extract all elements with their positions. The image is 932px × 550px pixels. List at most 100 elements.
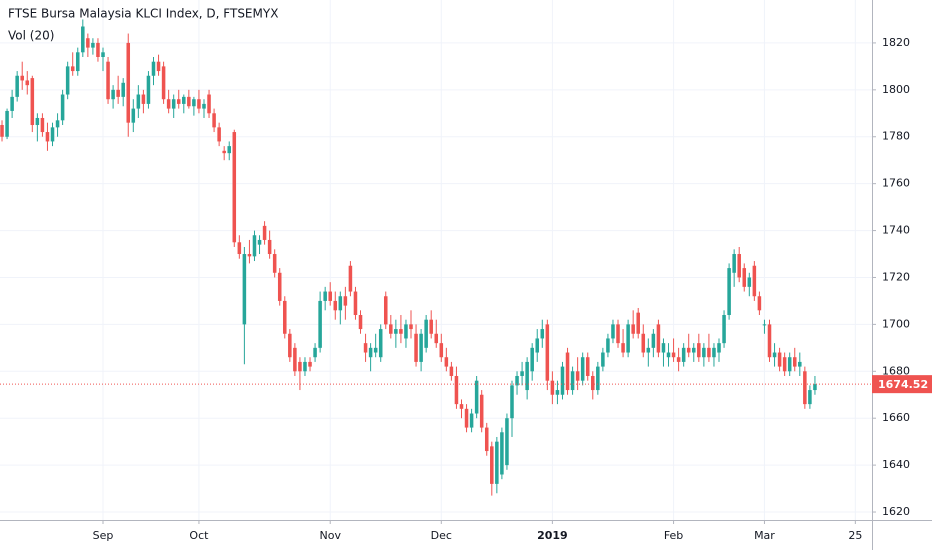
candle-body: [727, 268, 731, 316]
candle-body: [70, 66, 75, 72]
candle-body: [298, 361, 302, 372]
candle-body: [681, 347, 686, 362]
candle-body: [237, 242, 242, 255]
candle-body: [252, 235, 257, 257]
candle-body: [722, 315, 726, 344]
candle-body: [288, 333, 292, 358]
candle-body: [641, 333, 646, 353]
candle-body: [343, 296, 348, 306]
candle-body: [490, 446, 494, 484]
candle-body: [712, 347, 716, 358]
candle-body: [368, 347, 373, 358]
chart-title: FTSE Bursa Malaysia KLCI Index, D, FTSEM…: [8, 7, 278, 21]
candle-body: [601, 352, 605, 367]
candle-body: [767, 324, 772, 358]
candle-body: [439, 343, 444, 358]
candle-body: [464, 408, 469, 428]
candle-body: [803, 371, 807, 405]
candle-body: [449, 366, 454, 376]
candle-body: [121, 82, 125, 97]
x-tick-label: Feb: [664, 529, 683, 542]
y-tick-label: 1820: [882, 36, 910, 49]
candle-body: [5, 110, 9, 137]
candle-body: [479, 394, 484, 428]
candle-body: [555, 390, 560, 395]
candle-body: [762, 324, 767, 326]
candle-body: [20, 75, 24, 81]
candle-body: [212, 113, 216, 128]
candle-body: [176, 99, 181, 104]
candle-body: [126, 42, 131, 123]
candle-body: [338, 296, 343, 311]
plot-area: [0, 0, 872, 520]
candle-body: [666, 352, 671, 358]
candle-body: [500, 432, 504, 475]
candle-body: [202, 103, 206, 109]
candle-body: [717, 343, 721, 353]
candle-body: [383, 296, 388, 325]
candle-body: [737, 254, 741, 278]
candle-body: [363, 343, 368, 353]
indicator-label: Vol (20): [8, 29, 54, 43]
candle-body: [520, 371, 524, 376]
candle-body: [484, 427, 489, 452]
candle-body: [394, 329, 398, 334]
candle-body: [505, 418, 509, 466]
candle-body: [131, 108, 136, 123]
candle-body: [409, 324, 413, 330]
y-tick-label: 1720: [882, 270, 910, 283]
candle-body: [752, 265, 757, 297]
candle-body: [15, 75, 19, 97]
candle-body: [707, 347, 711, 358]
candle-body: [570, 371, 575, 391]
candle-body: [161, 66, 166, 100]
candle-body: [217, 127, 221, 142]
candle-body: [308, 361, 312, 367]
candle-body: [232, 132, 237, 243]
candle-body: [686, 347, 691, 353]
y-tick-label: 1760: [882, 177, 910, 190]
candle-body: [146, 75, 151, 104]
candle-body: [141, 94, 146, 104]
candle-body: [227, 146, 232, 154]
candle-body: [540, 329, 545, 339]
candle-body: [192, 99, 196, 107]
candle-body: [267, 239, 272, 255]
candle-body: [45, 132, 50, 142]
candle-body: [257, 239, 262, 245]
x-tick-label: Oct: [189, 529, 209, 542]
candle-body: [106, 61, 110, 100]
candle-body: [580, 357, 585, 381]
candle-body: [358, 315, 363, 330]
candle-body: [636, 312, 640, 334]
candle-body: [787, 357, 792, 372]
candle-body: [606, 338, 610, 353]
candle-body: [575, 371, 580, 381]
candle-body: [777, 352, 782, 367]
candle-body: [671, 352, 676, 358]
candle-body: [303, 361, 307, 372]
x-tick-label: 2019: [537, 529, 568, 542]
candle-body: [757, 296, 762, 311]
candle-body: [399, 329, 403, 334]
y-tick-label: 1800: [882, 83, 910, 96]
candle-body: [565, 352, 570, 391]
x-tick-label: Nov: [319, 529, 341, 542]
candle-body: [293, 347, 297, 372]
y-tick-label: 1700: [882, 317, 910, 330]
candle-body: [560, 366, 565, 395]
candle-body: [585, 357, 590, 376]
candle-body: [611, 324, 615, 339]
candle-body: [101, 52, 105, 57]
candle-body: [353, 291, 358, 316]
candle-body: [111, 89, 115, 100]
candle-body: [792, 357, 797, 367]
last-price-label: 1674.52: [878, 378, 928, 391]
candle-body: [65, 66, 70, 95]
candle-body: [697, 343, 701, 358]
candle-body: [50, 127, 55, 142]
candle-body: [197, 99, 201, 109]
candle-body: [151, 61, 156, 76]
candle-body: [747, 277, 752, 287]
candle-body: [631, 324, 635, 334]
